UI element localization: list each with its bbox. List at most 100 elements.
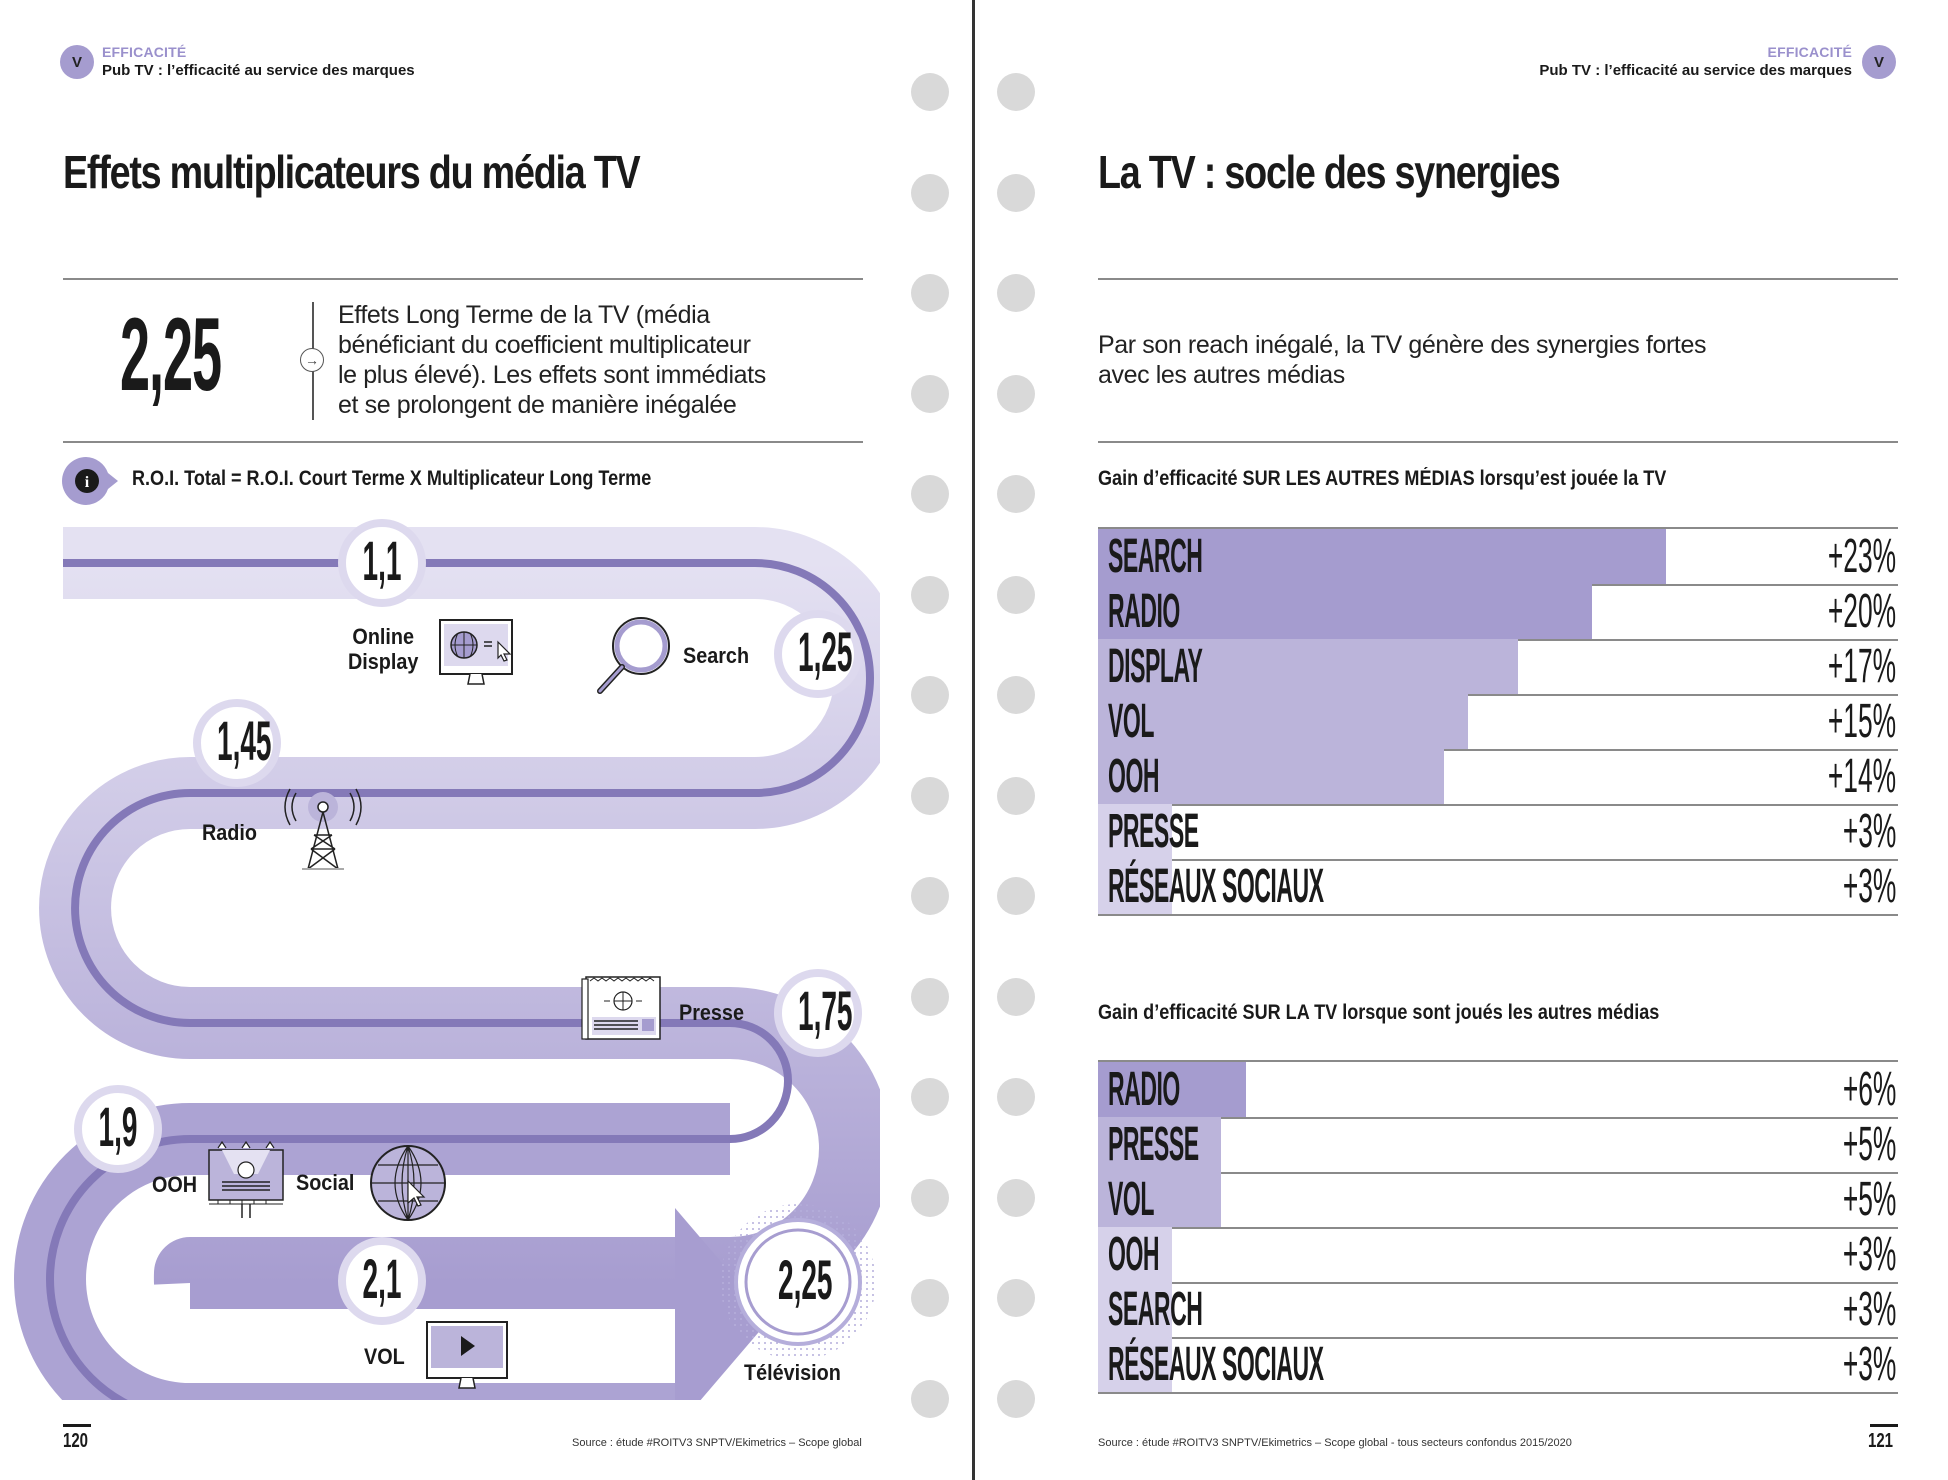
- chart-bar: [1098, 1062, 1246, 1117]
- media-label-ooh: OOH: [152, 1172, 198, 1197]
- chart-bar: [1098, 1117, 1221, 1172]
- node-value-television: 2,25: [778, 1248, 833, 1311]
- media-label-vol: VOL: [364, 1344, 405, 1369]
- highlight-text: Effets Long Terme de la TV (média bénéfi…: [338, 300, 766, 420]
- chart-bar: [1098, 529, 1666, 584]
- chart-row: SEARCH +23%: [1098, 529, 1898, 586]
- highlight-line: le plus élevé). Les effets sont immédiat…: [338, 361, 766, 389]
- binding-hole: [997, 475, 1035, 513]
- media-label-social: Social: [296, 1170, 355, 1195]
- chart-row: RADIO +6%: [1098, 1062, 1898, 1119]
- page-title: Effets multiplicateurs du média TV: [63, 146, 641, 198]
- node-circle: [774, 969, 862, 1057]
- chart-bar: [1098, 1282, 1172, 1337]
- binding-hole: [997, 374, 1035, 413]
- arrow-head: [675, 1208, 770, 1400]
- binding-hole: [911, 1178, 949, 1217]
- roi-formula: R.O.I. Total = R.O.I. Court Terme X Mult…: [132, 467, 652, 490]
- node-circle: [338, 1237, 426, 1325]
- divider: [1098, 278, 1898, 280]
- chart-row: RADIO +20%: [1098, 584, 1898, 641]
- chart-bar: [1098, 859, 1172, 914]
- chart-row: RÉSEAUX SOCIAUX +3%: [1098, 859, 1898, 916]
- binding-hole: [997, 575, 1035, 614]
- binding-hole: [997, 1078, 1035, 1116]
- road-centerline: [46, 559, 874, 1400]
- binding-hole: [911, 475, 949, 513]
- chart-row: OOH +3%: [1098, 1227, 1898, 1284]
- chart2-title: Gain d’efficacité SUR LA TV lorsque sont…: [1098, 1001, 1660, 1024]
- highlight-line: et se prolongent de manière inégalée: [338, 391, 737, 419]
- section-badge: V: [60, 45, 94, 79]
- chart-row: SEARCH +3%: [1098, 1282, 1898, 1339]
- value-label: +5%: [1842, 1173, 1896, 1226]
- binding-hole: [997, 73, 1035, 111]
- page-fold: [972, 0, 975, 1480]
- value-label: +5%: [1842, 1118, 1896, 1171]
- magnifier-icon: [597, 617, 670, 694]
- value-label: +3%: [1842, 1228, 1896, 1281]
- chart-bar: [1098, 749, 1444, 804]
- binding-hole: [997, 274, 1035, 312]
- chart-row: PRESSE +5%: [1098, 1117, 1898, 1174]
- node-circle: [74, 1085, 162, 1173]
- svg-text:i: i: [85, 474, 90, 491]
- chart-row: DISPLAY +17%: [1098, 639, 1898, 696]
- category-label: SEARCH: [1108, 1283, 1203, 1336]
- source-note: Source : étude #ROITV3 SNPTV/Ekimetrics …: [1098, 1437, 1572, 1449]
- value-label: +3%: [1842, 805, 1896, 858]
- category-label: VOL: [1108, 695, 1154, 748]
- category-label: VOL: [1108, 1173, 1154, 1226]
- category-label: DISPLAY: [1108, 640, 1203, 693]
- chart2-top-rule: [1098, 1060, 1898, 1062]
- binding-hole: [997, 173, 1035, 212]
- multiplier-journey: [14, 519, 880, 1400]
- binding-hole: [911, 776, 949, 815]
- media-label-presse: Presse: [679, 1000, 744, 1025]
- chart-bar: [1098, 694, 1468, 749]
- page-number: 120: [63, 1430, 89, 1452]
- value-label: +3%: [1842, 1283, 1896, 1336]
- intro-text: Par son reach inégalé, la TV génère des …: [1098, 330, 1706, 390]
- intro-line: Par son reach inégalé, la TV génère des …: [1098, 331, 1707, 359]
- chart-row: OOH +14%: [1098, 749, 1898, 806]
- value-label: +3%: [1842, 1338, 1896, 1391]
- chart-bar: [1098, 639, 1518, 694]
- chart-row: VOL +15%: [1098, 694, 1898, 751]
- chart1-top-rule: [1098, 527, 1898, 529]
- page-number-bar: [63, 1424, 91, 1427]
- page-title: La TV : socle des synergies: [1098, 146, 1561, 198]
- binding-hole: [997, 1279, 1035, 1317]
- chart-bar: [1098, 584, 1592, 639]
- chart-bar: [1098, 1337, 1172, 1392]
- category-label: RÉSEAUX SOCIAUX: [1108, 860, 1324, 913]
- highlight-line: bénéficiant du coefficient multiplicateu…: [338, 331, 751, 359]
- category-label: PRESSE: [1108, 1118, 1199, 1171]
- value-label: +20%: [1827, 585, 1896, 638]
- binding-hole: [911, 676, 949, 714]
- info-icon: i: [62, 457, 118, 505]
- chart-bar: [1098, 1172, 1221, 1227]
- media-label-online-display: Online Display: [348, 624, 419, 674]
- value-label: +17%: [1827, 640, 1896, 693]
- value-label: +23%: [1827, 530, 1896, 583]
- binding-hole: [911, 274, 949, 312]
- binding-hole: [911, 173, 949, 212]
- highlight-line: Effets Long Terme de la TV (média: [338, 301, 710, 329]
- node-value: 2,1: [362, 1247, 402, 1310]
- binding-hole: [911, 877, 949, 915]
- monitor-globe-icon: [439, 619, 513, 685]
- category-label: RADIO: [1108, 1063, 1180, 1116]
- page-number: 121: [1868, 1430, 1894, 1452]
- category-label: OOH: [1108, 750, 1160, 803]
- value-label: +6%: [1842, 1063, 1896, 1116]
- arrow-right-icon: →: [300, 348, 324, 372]
- radio-tower-icon: [284, 788, 362, 870]
- video-monitor-icon: [426, 1321, 508, 1389]
- binding-hole: [997, 676, 1035, 714]
- category-label: SEARCH: [1108, 530, 1203, 583]
- value-label: +14%: [1827, 750, 1896, 803]
- media-label-television: Télévision: [744, 1360, 841, 1385]
- node-value: 1,1: [362, 529, 402, 592]
- globe-cursor-icon: [370, 1145, 446, 1221]
